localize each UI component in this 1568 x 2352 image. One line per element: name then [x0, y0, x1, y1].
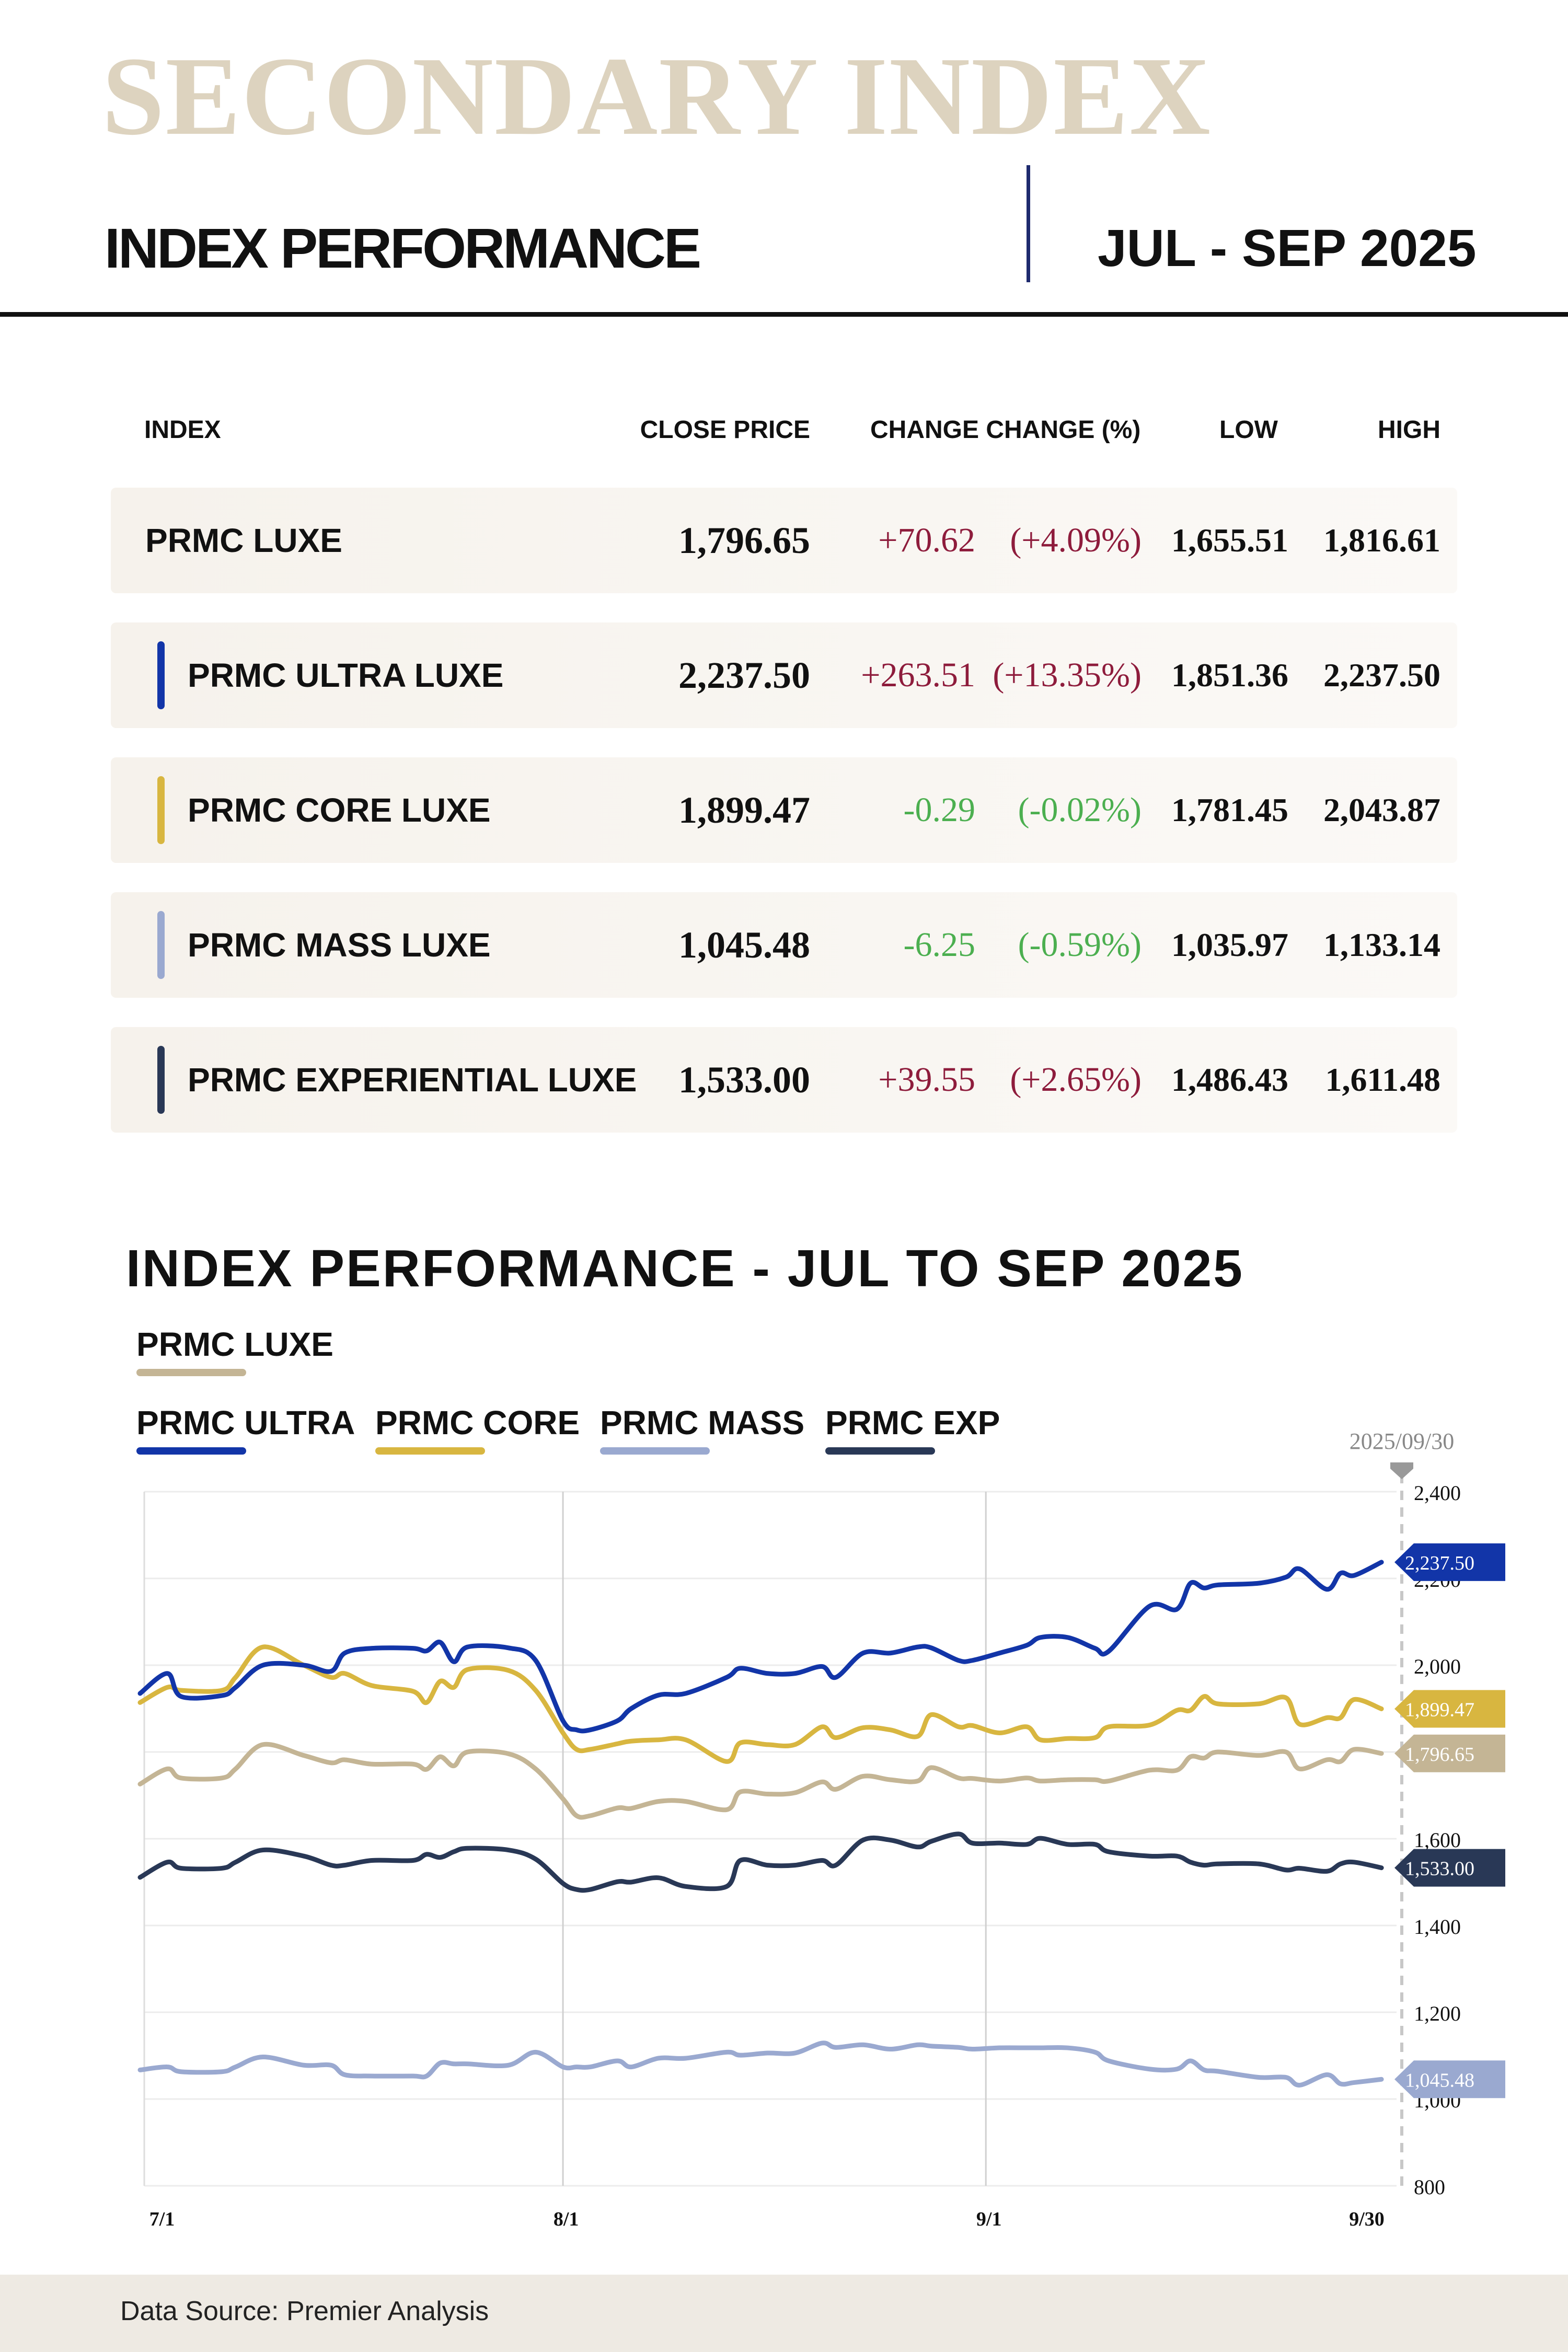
index-name: PRMC LUXE [145, 522, 342, 559]
legend-label: PRMC ULTRA [136, 1404, 355, 1442]
high-value: 1,611.48 [1325, 1061, 1440, 1098]
close-price: 2,237.50 [678, 654, 810, 696]
low-value: 1,655.51 [1171, 522, 1288, 559]
high-value: 1,816.61 [1323, 522, 1440, 559]
col-header-change: CHANGE CHANGE (%) [870, 416, 1141, 444]
x-tick-label: 9/30 [1349, 2208, 1385, 2230]
table-row: PRMC MASS LUXE 1,045.48 -6.25 (-0.59%) 1,035… [111, 892, 1457, 998]
col-header-high: HIGH [1378, 416, 1440, 444]
legend-label: PRMC CORE [375, 1404, 580, 1442]
x-tick-label: 8/1 [554, 2208, 579, 2230]
change-value: +70.62 [878, 521, 975, 559]
date-marker-label: 2025/09/30 [1350, 1428, 1454, 1454]
series-color-bar [157, 776, 165, 844]
line-chart: 8001,0001,2001,4001,6002,0002,2002,40020… [137, 1428, 1505, 2230]
series-line-prmc-luxe [137, 1742, 1384, 1820]
y-tick-label: 1,200 [1414, 2002, 1461, 2025]
legend-swatch [136, 1369, 246, 1376]
legend-item: PRMC EXP [825, 1403, 1000, 1455]
series-line-prmc-core [137, 1644, 1384, 1764]
x-tick-label: 7/1 [149, 2208, 175, 2230]
index-name: PRMC ULTRA LUXE [188, 656, 504, 694]
y-tick-label: 1,400 [1414, 1915, 1461, 1939]
change-percent: (+2.65%) [1010, 1060, 1142, 1099]
table-row: PRMC EXPERIENTIAL LUXE 1,533.00 +39.55 (+2.… [111, 1027, 1457, 1133]
change-value: -6.25 [903, 926, 975, 964]
table-row: PRMC CORE LUXE 1,899.47 -0.29 (-0.02%) 1,781… [111, 757, 1457, 863]
data-source: Data Source: Premier Analysis [120, 2296, 489, 2326]
high-value: 1,133.14 [1323, 926, 1440, 963]
legend-swatch [375, 1447, 485, 1455]
series-line-prmc-exp [137, 1831, 1384, 1893]
table-row: PRMC ULTRA LUXE 2,237.50 +263.51 (+13.35%) 1… [111, 622, 1457, 728]
series-color-bar [157, 641, 165, 709]
low-value: 1,486.43 [1171, 1061, 1288, 1098]
change-value: +263.51 [861, 656, 975, 694]
change-value: +39.55 [878, 1060, 975, 1099]
x-tick-label: 9/1 [976, 2208, 1002, 2230]
index-name: PRMC EXPERIENTIAL LUXE [188, 1061, 637, 1099]
high-value: 2,237.50 [1323, 656, 1440, 694]
legend-swatch [825, 1447, 935, 1455]
y-tick-label: 2,000 [1414, 1655, 1461, 1678]
close-price: 1,045.48 [678, 924, 810, 966]
end-value-label: 1,796.65 [1405, 1744, 1474, 1766]
legend-item: PRMC MASS [600, 1403, 804, 1455]
y-tick-label: 800 [1414, 2175, 1445, 2199]
change-value: -0.29 [903, 791, 975, 829]
close-price: 1,899.47 [678, 789, 810, 831]
series-color-bar [157, 911, 165, 979]
end-value-label: 1,533.00 [1405, 1858, 1474, 1880]
header-divider [1027, 165, 1030, 282]
series-line-prmc-mass [137, 2040, 1384, 2088]
end-value-tag [1394, 2060, 1505, 2099]
low-value: 1,035.97 [1171, 926, 1288, 963]
legend-swatch [600, 1447, 710, 1455]
high-value: 2,043.87 [1323, 791, 1440, 828]
chart-title: INDEX PERFORMANCE - JUL TO SEP 2025 [126, 1239, 1244, 1298]
y-tick-label: 1,600 [1414, 1828, 1461, 1852]
low-value: 1,851.36 [1171, 656, 1288, 694]
series-line-prmc-ultra [137, 1560, 1384, 1734]
col-header-low: LOW [1219, 416, 1278, 444]
index-name: PRMC MASS LUXE [188, 926, 491, 964]
close-price: 1,533.00 [678, 1059, 810, 1101]
y-tick-label: 2,400 [1414, 1481, 1461, 1505]
end-value-tag [1394, 1543, 1505, 1581]
end-value-label: 2,237.50 [1405, 1552, 1474, 1574]
table-row: PRMC LUXE 1,796.65 +70.62 (+4.09%) 1,655.51 1… [111, 488, 1457, 593]
end-value-tag [1394, 1690, 1505, 1728]
legend-swatch [136, 1447, 246, 1455]
brand-title: SECONDARY INDEX [102, 33, 1212, 158]
end-value-label: 1,045.48 [1405, 2069, 1474, 2091]
header-rule [0, 312, 1568, 317]
page-subtitle: INDEX PERFORMANCE [105, 216, 701, 280]
col-header-close: CLOSE PRICE [640, 416, 810, 444]
end-value-tag [1394, 1849, 1505, 1887]
end-value-tag [1394, 1734, 1505, 1772]
change-percent: (+13.35%) [993, 656, 1142, 694]
legend-label: PRMC MASS [600, 1404, 805, 1442]
change-percent: (-0.59%) [1018, 926, 1142, 964]
series-color-bar [157, 1046, 165, 1114]
legend-item: PRMC CORE [375, 1403, 580, 1455]
legend-item: PRMC ULTRA [136, 1403, 355, 1455]
end-value-label: 1,899.47 [1405, 1699, 1474, 1721]
change-percent: (-0.02%) [1018, 791, 1142, 829]
legend-label: PRMC EXP [825, 1404, 1000, 1442]
legend-item: PRMC LUXE [136, 1325, 333, 1376]
footer-band [0, 2275, 1568, 2352]
date-marker-icon [1390, 1462, 1413, 1479]
period-label: JUL - SEP 2025 [1098, 219, 1477, 278]
close-price: 1,796.65 [678, 520, 810, 561]
low-value: 1,781.45 [1171, 791, 1288, 828]
change-percent: (+4.09%) [1010, 521, 1142, 559]
col-header-index: INDEX [144, 416, 221, 444]
legend-label: PRMC LUXE [136, 1325, 333, 1363]
index-name: PRMC CORE LUXE [188, 791, 491, 829]
